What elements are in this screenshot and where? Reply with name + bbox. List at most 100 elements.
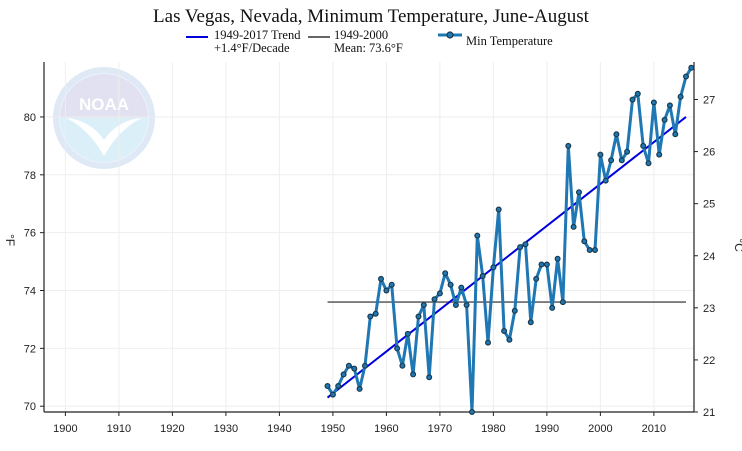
legend-trend-swatch: [186, 36, 208, 38]
x-tick-label: 1930: [214, 423, 238, 435]
x-tick-label: 1960: [374, 423, 398, 435]
data-point: [463, 302, 470, 309]
data-point: [672, 131, 679, 138]
noaa-emblem-text: NOAA: [79, 95, 129, 114]
series-min-temperature: [324, 64, 695, 416]
data-point: [340, 371, 347, 378]
data-point: [608, 157, 615, 164]
y-tick-label-right: 25: [703, 199, 715, 211]
y-tick-label-left: 80: [24, 112, 36, 124]
y-axis-title-left: °F: [3, 234, 17, 246]
data-point: [666, 102, 673, 109]
grid: [44, 62, 694, 412]
data-point: [575, 189, 582, 196]
legend-mean-swatch: [308, 36, 330, 38]
data-point: [559, 299, 566, 306]
data-point: [645, 160, 652, 167]
data-point: [533, 275, 540, 282]
data-point: [634, 90, 641, 97]
data-point: [479, 273, 486, 280]
data-point: [415, 313, 422, 320]
data-point: [570, 223, 577, 230]
data-point: [624, 148, 631, 155]
data-point: [501, 328, 508, 335]
data-point: [362, 362, 369, 369]
data-point: [404, 330, 411, 337]
data-point: [442, 270, 449, 277]
y-tick-label-left: 74: [24, 286, 36, 298]
data-point: [394, 345, 401, 352]
data-point: [372, 310, 379, 317]
data-point: [538, 261, 545, 268]
y-tick-label-right: 22: [703, 355, 715, 367]
data-point: [495, 206, 502, 213]
data-point: [597, 151, 604, 158]
x-tick-label: 1950: [321, 423, 345, 435]
data-point: [688, 64, 695, 71]
legend-series-label: Min Temperature: [466, 34, 553, 48]
y-axis-title-right: °C: [732, 238, 742, 252]
noaa-logo: NOAA: [53, 67, 155, 169]
x-tick-label: 1970: [428, 423, 452, 435]
data-point: [506, 336, 513, 343]
data-point: [527, 319, 534, 326]
data-point: [383, 287, 390, 294]
data-point: [640, 142, 647, 149]
y-tick-label-left: 78: [24, 170, 36, 182]
x-tick-label: 1900: [53, 423, 77, 435]
data-point: [661, 116, 668, 123]
tick-labels: 1900 1910 1920 1930 1940 1950 1960 1970 1980 1990…: [3, 95, 742, 436]
legend-trend-label-2: +1.4°F/Decade: [214, 41, 290, 55]
data-point: [677, 93, 684, 100]
data-point: [367, 313, 374, 320]
reference-lines: [326, 116, 687, 399]
data-point: [335, 383, 342, 390]
data-point: [410, 371, 417, 378]
x-tick-label: 1940: [267, 423, 291, 435]
data-point: [613, 131, 620, 138]
data-point: [431, 296, 438, 303]
data-point: [602, 177, 609, 184]
chart-title: Las Vegas, Nevada, Minimum Temperature, …: [153, 6, 589, 27]
x-tick-label: 1980: [481, 423, 505, 435]
data-point: [378, 275, 385, 282]
y-tick-label-left: 76: [24, 228, 36, 240]
data-point: [554, 255, 561, 262]
data-point: [436, 290, 443, 297]
data-point: [469, 409, 476, 416]
noaa-emblem-sky: [60, 74, 148, 118]
data-point: [420, 302, 427, 309]
trend-line: [326, 116, 687, 399]
y-tick-label-right: 24: [703, 251, 715, 263]
data-point: [485, 339, 492, 346]
data-point: [329, 391, 336, 398]
data-point: [388, 281, 395, 288]
legend-series-swatch: [438, 31, 462, 39]
data-point: [543, 261, 550, 268]
data-point: [458, 284, 465, 291]
legend-mean-label-1: 1949-2000: [334, 28, 389, 42]
data-point: [345, 362, 352, 369]
data-point: [656, 151, 663, 158]
data-point: [591, 247, 598, 254]
x-tick-label: 2010: [642, 423, 666, 435]
data-point: [426, 374, 433, 381]
data-point: [618, 157, 625, 164]
y-tick-label-right: 26: [703, 147, 715, 159]
data-point: [549, 304, 556, 311]
y-tick-label-right: 21: [703, 407, 715, 419]
noaa-emblem: NOAA: [53, 67, 155, 169]
data-point: [581, 238, 588, 245]
data-point: [517, 244, 524, 251]
series-line: [326, 67, 693, 414]
data-point: [586, 247, 593, 254]
data-point: [399, 362, 406, 369]
legend-mean-label-2: Mean: 73.6°F: [334, 41, 403, 55]
noaa-emblem-bird: [66, 118, 142, 156]
data-point: [629, 96, 636, 103]
data-point: [511, 307, 518, 314]
axes: [40, 62, 698, 416]
data-point: [650, 99, 657, 106]
data-point: [682, 73, 689, 80]
